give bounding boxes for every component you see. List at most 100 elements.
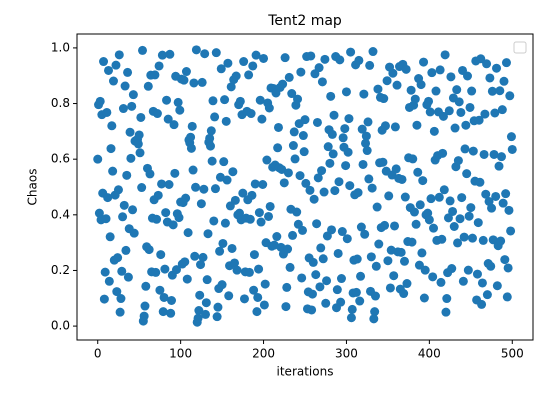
point [280, 53, 290, 63]
x-tick-label: 200 [252, 347, 275, 361]
point [127, 101, 137, 111]
point [319, 187, 329, 197]
point [279, 178, 289, 188]
point [104, 276, 114, 286]
point [292, 207, 302, 217]
point [162, 95, 172, 105]
point [205, 133, 215, 143]
point [160, 264, 170, 274]
point [389, 271, 399, 281]
point [201, 298, 211, 308]
point [374, 239, 384, 249]
point [251, 50, 261, 60]
point [101, 214, 111, 224]
point [273, 122, 283, 132]
point [290, 154, 300, 164]
point [317, 166, 327, 176]
y-tick-label: 1.0 [51, 40, 70, 54]
point [314, 63, 324, 73]
point [216, 64, 226, 74]
point [277, 164, 287, 174]
x-tick-label: 100 [169, 347, 192, 361]
point [265, 201, 275, 211]
point [289, 127, 299, 137]
point [380, 220, 390, 230]
point [141, 281, 151, 291]
point [437, 234, 447, 244]
point [480, 109, 490, 119]
point [336, 297, 346, 307]
point [370, 291, 380, 301]
point [496, 152, 506, 162]
point [107, 121, 117, 131]
point [501, 58, 511, 68]
point [358, 159, 368, 169]
point [346, 313, 356, 323]
point [135, 148, 145, 158]
point [165, 49, 175, 59]
point [456, 107, 466, 117]
point [221, 116, 231, 126]
point [283, 244, 293, 254]
point [168, 220, 178, 230]
point [301, 178, 311, 188]
point [181, 67, 191, 77]
point [453, 238, 463, 248]
point [111, 60, 121, 70]
point [503, 263, 513, 273]
point [215, 246, 225, 256]
point [143, 81, 153, 91]
point [399, 256, 409, 266]
point [262, 155, 272, 165]
point [370, 307, 380, 317]
point [459, 232, 469, 242]
y-axis-label: Chaos [26, 169, 40, 206]
point [367, 183, 377, 193]
point [129, 228, 139, 238]
y-tick-label: 0.6 [51, 152, 70, 166]
point [208, 96, 218, 106]
point [259, 53, 269, 63]
point [499, 76, 509, 86]
point [283, 168, 293, 178]
point [425, 107, 435, 117]
point [293, 94, 303, 104]
point [446, 72, 456, 82]
point [340, 124, 350, 134]
point [426, 194, 436, 204]
point [145, 169, 155, 179]
point [230, 195, 240, 205]
point [444, 106, 454, 116]
point [312, 219, 322, 229]
point [223, 58, 233, 68]
point [118, 104, 128, 114]
point [406, 85, 416, 95]
point [351, 287, 361, 297]
point [416, 80, 426, 90]
point [150, 70, 160, 80]
point [210, 184, 220, 194]
point [239, 57, 249, 67]
point [307, 305, 317, 315]
point [211, 48, 221, 58]
point [463, 265, 473, 275]
point [163, 114, 173, 124]
point [190, 251, 200, 261]
point [479, 149, 489, 159]
point [354, 55, 364, 65]
point [311, 270, 321, 280]
point [418, 176, 428, 186]
point [278, 79, 288, 89]
point [388, 68, 398, 78]
point [378, 157, 388, 167]
x-tick-label: 0 [94, 347, 102, 361]
point [201, 309, 211, 319]
point [288, 230, 298, 240]
point [231, 71, 241, 81]
point [93, 154, 103, 164]
point [435, 65, 445, 75]
point [474, 115, 484, 125]
point [321, 298, 331, 308]
point [230, 258, 240, 268]
